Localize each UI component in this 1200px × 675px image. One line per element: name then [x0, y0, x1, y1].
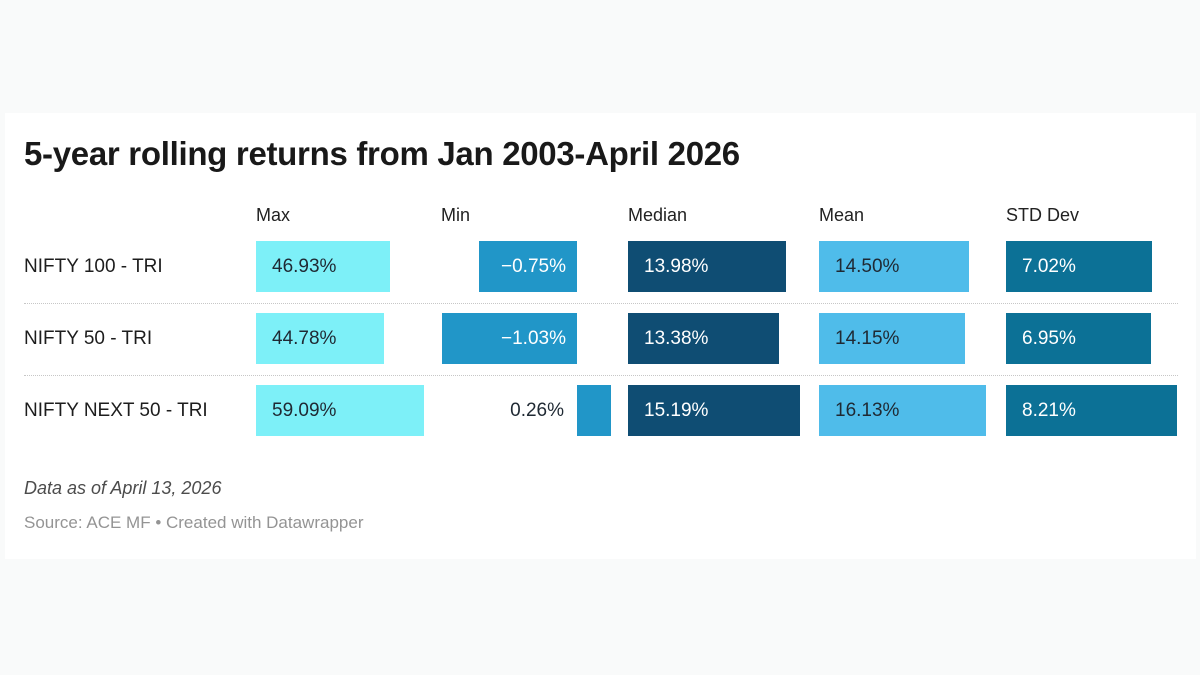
bar-std_dev: 6.95% [1006, 313, 1151, 364]
column-header-max: Max [256, 205, 291, 225]
bar-max: 59.09% [256, 385, 424, 436]
bar-min: −1.03% [442, 313, 577, 364]
bar-value: 6.95% [1022, 327, 1076, 349]
bar-value: 8.21% [1022, 399, 1076, 421]
bar-max: 46.93% [256, 241, 390, 292]
row-label: NIFTY 100 - TRI [24, 255, 163, 277]
bar-std_dev: 7.02% [1006, 241, 1152, 292]
bar-value: 46.93% [272, 255, 337, 277]
bar-max: 44.78% [256, 313, 384, 364]
row-separator [24, 375, 1178, 376]
bar-min: −0.75% [479, 241, 577, 292]
bar-value: 7.02% [1022, 255, 1076, 277]
bar-value: 14.50% [835, 255, 900, 277]
page-title: 5-year rolling returns from Jan 2003-Apr… [24, 135, 740, 172]
row-label: NIFTY NEXT 50 - TRI [24, 399, 208, 421]
bar-value: 13.98% [644, 255, 709, 277]
bar-value: 13.38% [644, 327, 709, 349]
bar-min [577, 385, 611, 436]
bar-mean: 16.13% [819, 385, 986, 436]
source-line: Source: ACE MF • Created with Datawrappe… [24, 513, 364, 532]
bar-value: 16.13% [835, 399, 900, 421]
chart-card: 5-year rolling returns from Jan 2003-Apr… [5, 113, 1196, 559]
bar-value: 15.19% [644, 399, 709, 421]
bar-median: 15.19% [628, 385, 800, 436]
bar-value: −1.03% [501, 327, 566, 349]
column-header-median: Median [628, 205, 688, 225]
bar-value: 0.26% [510, 399, 564, 421]
bar-mean: 14.15% [819, 313, 965, 364]
bar-median: 13.38% [628, 313, 779, 364]
bar-value: 14.15% [835, 327, 900, 349]
footnote: Data as of April 13, 2026 [24, 478, 222, 498]
column-header-mean: Mean [819, 205, 865, 225]
row-label: NIFTY 50 - TRI [24, 327, 153, 349]
bar-median: 13.98% [628, 241, 786, 292]
bar-std_dev: 8.21% [1006, 385, 1177, 436]
bar-value: 59.09% [272, 399, 337, 421]
bar-value: −0.75% [501, 255, 566, 277]
row-separator [24, 303, 1178, 304]
column-header-min: Min [441, 205, 471, 225]
bar-value: 44.78% [272, 327, 337, 349]
bar-mean: 14.50% [819, 241, 969, 292]
column-header-std-dev: STD Dev [1006, 205, 1080, 225]
